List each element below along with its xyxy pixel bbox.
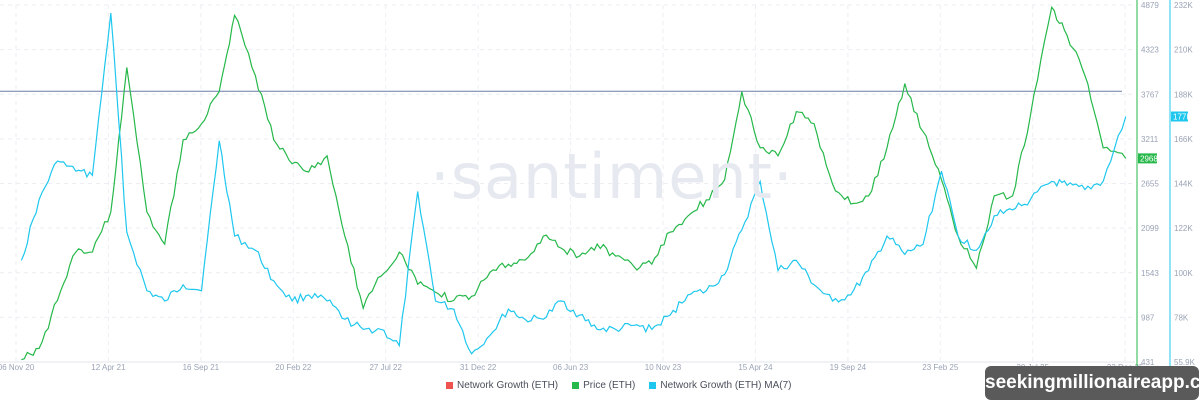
santiment-watermark: ·santiment·	[430, 140, 794, 213]
current-value-label: 177K	[1173, 112, 1192, 121]
legend-label: Price (ETH)	[583, 380, 636, 391]
x-tick-label: 10 Nov 23	[645, 363, 682, 372]
legend-swatch	[446, 382, 453, 389]
legend-label: Network Growth (ETH) MA(7)	[660, 380, 792, 391]
series-line-network-growth-eth-ma-7-	[20, 13, 1127, 355]
x-tick-label: 31 Dec 22	[460, 363, 497, 372]
y-tick-label: 4323	[1141, 46, 1159, 55]
legend-item-price[interactable]: Price (ETH)	[572, 380, 635, 391]
y-tick-label: 55.9K	[1174, 358, 1196, 367]
y-tick-label: 4879	[1141, 1, 1159, 10]
current-value-badge	[1171, 111, 1188, 122]
x-tick-label: 06 Jun 23	[553, 363, 589, 372]
x-tick-label: 19 Sep 24	[830, 363, 867, 372]
y-tick-label: 100K	[1174, 269, 1193, 278]
legend: Network Growth (ETH) Price (ETH) Network…	[446, 380, 791, 391]
x-tick-label: 27 Jul 22	[369, 363, 402, 372]
x-tick-label: 16 Sep 21	[183, 363, 220, 372]
legend-item-network-growth-ma[interactable]: Network Growth (ETH) MA(7)	[649, 380, 791, 391]
y-tick-label: 3211	[1141, 135, 1159, 144]
x-tick-label: 12 Apr 21	[91, 363, 126, 372]
series-line-price-eth-	[21, 5, 1127, 361]
current-value-badge	[1138, 153, 1157, 164]
x-tick-label: 23 Feb 25	[922, 363, 959, 372]
y-tick-label: 2655	[1141, 180, 1159, 189]
y-tick-label: 3767	[1141, 90, 1159, 99]
y-tick-label: 210K	[1174, 46, 1193, 55]
legend-item-network-growth[interactable]: Network Growth (ETH)	[446, 380, 558, 391]
y-tick-label: 144K	[1174, 180, 1193, 189]
site-watermark: seekingmillionaireapp.com	[985, 366, 1200, 400]
y-tick-label: 431	[1141, 358, 1155, 367]
legend-swatch	[649, 382, 657, 389]
legend-label: Network Growth (ETH)	[457, 380, 559, 391]
y-tick-label: 188K	[1174, 90, 1193, 99]
y-tick-label: 2099	[1141, 224, 1159, 233]
y-tick-label: 166K	[1174, 135, 1193, 144]
x-tick-label: 15 Apr 24	[738, 363, 773, 372]
x-tick-label: 20 Feb 22	[275, 363, 312, 372]
y-tick-label: 1543	[1141, 269, 1159, 278]
y-tick-label: 987	[1141, 313, 1155, 322]
legend-swatch	[572, 382, 580, 389]
x-tick-label: 06 Nov 20	[0, 363, 35, 372]
y-tick-label: 122K	[1174, 224, 1193, 233]
y-tick-label: 232K	[1174, 1, 1193, 10]
current-value-label: 2968	[1140, 154, 1158, 163]
y-tick-label: 78K	[1174, 313, 1189, 322]
